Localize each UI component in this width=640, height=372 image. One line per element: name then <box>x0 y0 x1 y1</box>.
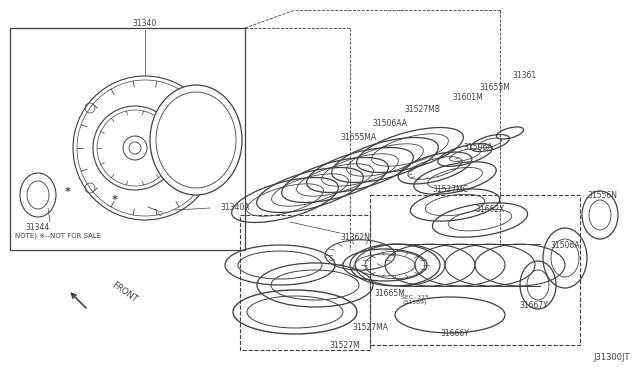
Text: 31556N: 31556N <box>587 192 617 201</box>
Text: 31655MA: 31655MA <box>340 134 376 142</box>
Text: *: * <box>65 187 71 197</box>
Text: 31527MA: 31527MA <box>352 324 388 333</box>
Text: 31666Y: 31666Y <box>440 330 469 339</box>
Text: FRONT: FRONT <box>110 280 139 304</box>
Bar <box>240 215 370 350</box>
Text: 31665M: 31665M <box>374 289 405 298</box>
Text: 31340A: 31340A <box>220 202 250 212</box>
Text: 31340: 31340 <box>133 19 157 28</box>
Text: 31506A: 31506A <box>463 142 493 151</box>
Text: 31362N: 31362N <box>340 234 370 243</box>
Bar <box>10 28 245 250</box>
Text: 31667Y: 31667Y <box>520 301 548 310</box>
Text: 31662X: 31662X <box>476 205 505 215</box>
Bar <box>370 195 580 345</box>
Text: 31361: 31361 <box>512 71 536 80</box>
Text: *: * <box>112 195 118 205</box>
Text: 31527MB: 31527MB <box>404 106 440 115</box>
Text: 31527M: 31527M <box>330 341 360 350</box>
Text: 31506AA: 31506AA <box>372 119 408 128</box>
Text: ○: ○ <box>157 211 163 215</box>
Text: 31601M: 31601M <box>452 93 483 103</box>
Text: NOTE) ※--NOT FOR SALE: NOTE) ※--NOT FOR SALE <box>15 233 101 239</box>
Text: 31527MC: 31527MC <box>432 186 468 195</box>
Text: 31344: 31344 <box>26 224 50 232</box>
Text: J31300JT: J31300JT <box>593 353 630 362</box>
Text: 31506A: 31506A <box>550 241 580 250</box>
Text: SEC. 315
(31589): SEC. 315 (31589) <box>401 295 429 305</box>
Text: 31655M: 31655M <box>479 83 511 92</box>
Ellipse shape <box>150 85 242 195</box>
